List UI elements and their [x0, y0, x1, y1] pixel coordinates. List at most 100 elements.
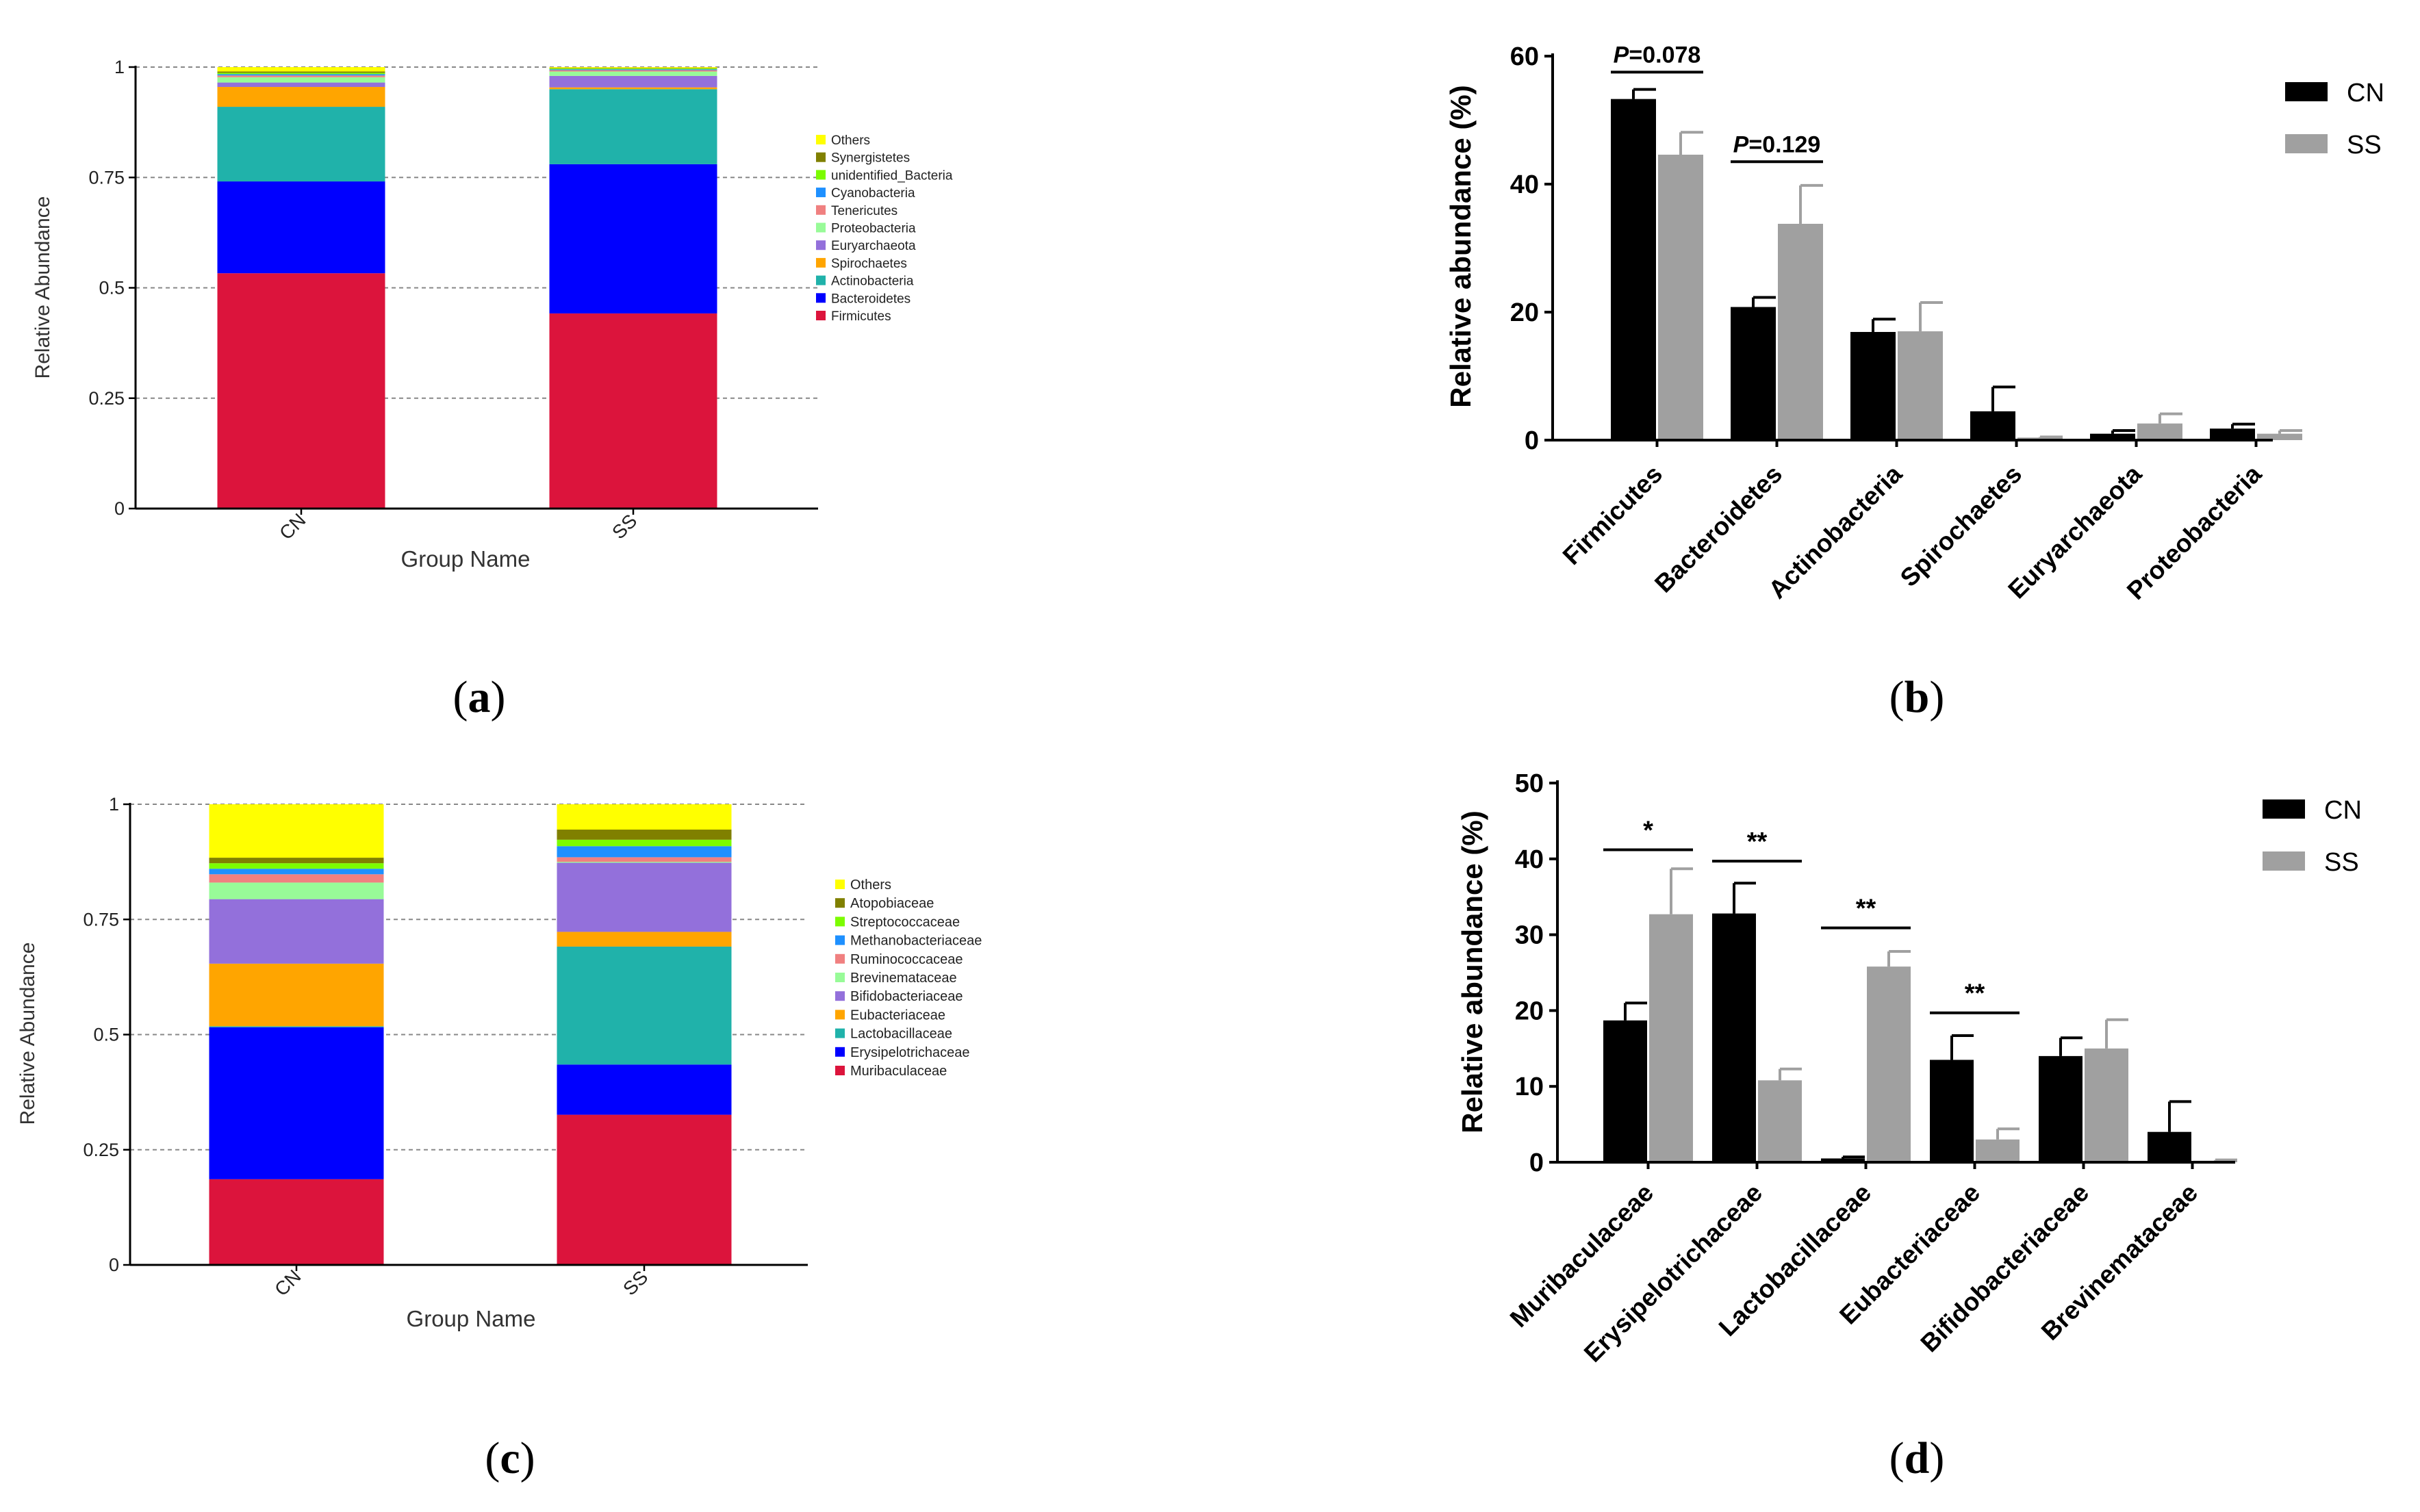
bar-segment-tenericutes	[549, 70, 717, 72]
bar-segment-unidentified-bacteria	[549, 68, 717, 70]
significance-stars: **	[1747, 828, 1768, 856]
bar-cn	[2090, 433, 2135, 440]
chart-panel-a: 0 0.25 0.5 0.75 1 CN SS Relative Abundance Group…	[31, 57, 953, 722]
legend-label: SS	[2324, 848, 2359, 877]
legend-swatch	[835, 898, 845, 908]
legend-label: Methanobacteriaceae	[850, 934, 982, 949]
bar-cn	[1611, 99, 1656, 440]
legend-swatch	[816, 170, 826, 180]
legend-swatch	[835, 880, 845, 889]
y-axis-title: Relative abundance (%)	[1444, 85, 1477, 407]
legend-swatch	[835, 991, 845, 1001]
legend-swatch	[835, 1047, 845, 1057]
bar-segment-methanobacteriaceae	[209, 869, 384, 875]
legend-swatch	[816, 152, 826, 162]
bar-ss	[2085, 1048, 2128, 1162]
y-tick-label: 50	[1515, 769, 1544, 798]
y-tick-label: 20	[1510, 298, 1539, 327]
panel-label-letter: b	[1905, 672, 1930, 722]
legend-swatch	[835, 953, 845, 964]
legend-swatch	[816, 293, 826, 303]
bar-segment-ruminococcaceae	[557, 857, 732, 862]
panel-label-letter: d	[1905, 1433, 1930, 1483]
y-tick-label: 0.5	[93, 1025, 119, 1045]
bar-cn	[1731, 307, 1776, 440]
p-value-label: P=0.129	[1733, 131, 1821, 157]
bar-segment-firmicutes	[549, 313, 717, 509]
legend-swatch	[835, 1028, 845, 1038]
panel-label: (c)	[485, 1433, 535, 1483]
bar-segment-muribaculaceae	[209, 1179, 384, 1265]
legend-swatch	[835, 1010, 845, 1020]
bar-cn	[1970, 411, 2015, 440]
y-tick-label: 0	[114, 498, 125, 519]
bar-segment-lactobacillaceae	[209, 1026, 384, 1027]
legend-label: Synergistetes	[831, 151, 910, 166]
bar-cn	[1712, 913, 1756, 1162]
bar-segment-streptococcaceae	[557, 839, 732, 847]
y-tick-label: 0	[1529, 1149, 1544, 1177]
y-tick-label: 0	[109, 1255, 119, 1275]
bar-segment-brevinemataceae	[209, 882, 384, 899]
bar-cn	[2210, 428, 2255, 440]
panel-label-close: )	[520, 1433, 535, 1483]
p-value-number: =0.078	[1629, 42, 1701, 68]
y-tick-label: 20	[1515, 997, 1544, 1025]
legend-label: CN	[2324, 796, 2362, 825]
bar-segment-unidentified-bacteria	[217, 73, 385, 75]
bar-segment-eubacteriaceae	[557, 932, 732, 947]
y-tick-label: 0.25	[88, 388, 125, 409]
bar-ss	[1658, 154, 1703, 441]
x-axis-title: Group Name	[407, 1306, 536, 1331]
y-tick-label: 40	[1515, 845, 1544, 874]
legend-swatch	[835, 973, 845, 982]
x-category-label: Spirochaetes	[1895, 460, 2027, 592]
legend-label: Ruminococcaceae	[850, 952, 963, 967]
x-category-label: SS	[619, 1266, 652, 1299]
legend: Others Atopobiaceae Streptococcaceae Methan…	[835, 877, 982, 1079]
x-category-label: CN	[270, 1266, 305, 1300]
bar-segment-firmicutes	[217, 273, 385, 509]
legend: CN SS	[2285, 79, 2384, 159]
panel-label-open: (	[485, 1433, 500, 1483]
legend-label: Others	[850, 877, 891, 893]
bar-ss	[2137, 423, 2182, 440]
bar-segment-bifidobacteriaceae	[557, 862, 732, 932]
bar-segment-spirochaetes	[217, 87, 385, 107]
legend-label: Brevinemataceae	[850, 971, 957, 986]
significance-stars: *	[1643, 817, 1653, 845]
legend-label: Actinobacteria	[831, 274, 914, 289]
legend-swatch	[816, 135, 826, 144]
bar-segment-atopobiaceae	[209, 858, 384, 864]
bar-segment-cyanobacteria	[217, 74, 385, 76]
significance-stars: **	[1856, 895, 1876, 923]
legend-label: Streptococcaceae	[850, 914, 960, 930]
panel-label-open: (	[453, 672, 468, 722]
y-axis-title: Relative Abundance	[16, 943, 39, 1125]
bar-segment-streptococcaceae	[209, 863, 384, 869]
bar-ss	[1976, 1139, 2020, 1162]
bar-segment-lactobacillaceae	[557, 946, 732, 1065]
legend-label: CN	[2347, 79, 2384, 107]
legend-label: Cyanobacteria	[831, 186, 915, 201]
legend-swatch	[835, 917, 845, 927]
bar-ss	[2257, 433, 2302, 440]
panel-label-letter: a	[468, 672, 491, 722]
bar-cn	[1603, 1020, 1647, 1162]
panel-label-letter: c	[500, 1433, 520, 1483]
bar-ss	[1758, 1080, 1802, 1162]
bar-segment-cyanobacteria	[549, 69, 717, 71]
bar-cn	[2039, 1055, 2083, 1162]
y-tick-label: 0.25	[83, 1140, 119, 1160]
bar-segment-eubacteriaceae	[209, 963, 384, 1027]
bar-segment-atopobiaceae	[557, 830, 732, 840]
bar-segment-actinobacteria	[217, 107, 385, 182]
legend-label: Euryarchaeota	[831, 239, 916, 253]
bar-cn	[1930, 1060, 1974, 1162]
bar-segment-synergistetes	[217, 71, 385, 73]
bar-segment-bacteroidetes	[217, 181, 385, 274]
legend-swatch	[2263, 799, 2305, 819]
bar-segment-methanobacteriaceae	[557, 846, 732, 858]
legend-label: Tenericutes	[831, 204, 897, 218]
y-axis-title: Relative Abundance	[31, 196, 54, 379]
